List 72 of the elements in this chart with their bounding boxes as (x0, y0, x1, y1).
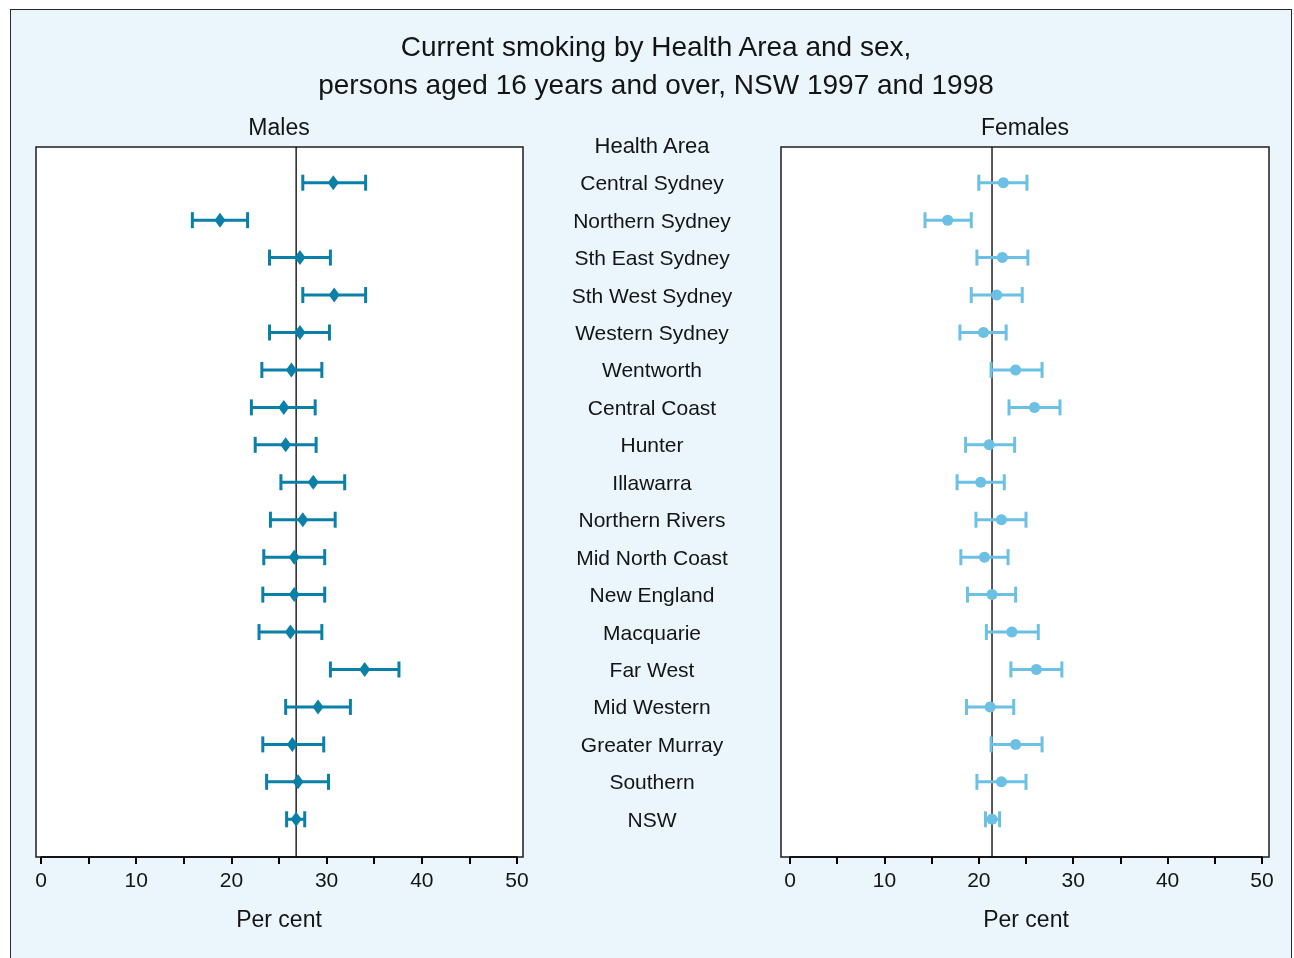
point (1010, 738, 1022, 750)
point (307, 474, 319, 490)
point (1029, 401, 1040, 413)
y-tick-label: Southern (609, 770, 695, 794)
point (359, 662, 371, 677)
point (995, 776, 1007, 788)
y-tick-label: Central Sydney (580, 171, 725, 195)
x-tick-label: 50 (505, 868, 529, 891)
point (997, 177, 1009, 189)
y-tick-label: Macquarie (602, 620, 702, 644)
y-tick-label: Western Sydney (575, 321, 730, 344)
point (991, 289, 1003, 301)
x-tick-label: 10 (872, 868, 897, 891)
y-tick-label: Mid Western (593, 695, 711, 719)
point (294, 250, 306, 266)
x-tick-label: 50 (1250, 868, 1274, 891)
x-tick-label: 30 (314, 868, 339, 891)
point (328, 287, 340, 303)
chart-subtitle: Females (980, 114, 1070, 140)
x-tick-label: 30 (1061, 868, 1085, 891)
y-tick-label: NSW (627, 807, 677, 831)
point (978, 327, 990, 338)
x-axis-title: Per cent (983, 905, 1070, 932)
point (1006, 626, 1018, 638)
point (284, 624, 296, 640)
x-tick-label: 0 (35, 868, 47, 891)
y-tick-label: Central Coast (587, 395, 717, 419)
point (995, 514, 1007, 526)
point (292, 774, 304, 790)
point (280, 437, 292, 453)
y-tick-label: Illawarra (612, 470, 692, 494)
y-tick-label: New England (589, 583, 715, 607)
x-tick-label: 20 (219, 868, 244, 891)
y-tick-label: Sth East Sydney (574, 246, 731, 270)
point (285, 362, 297, 378)
point (986, 589, 998, 601)
point (986, 813, 998, 825)
x-tick-label: 40 (1155, 868, 1180, 891)
point (288, 587, 300, 603)
point (297, 512, 309, 528)
point (975, 476, 987, 488)
point (294, 325, 306, 340)
text: Current smoking by Health Area and sex, persons aged 16 years and over, NSW 1997 and 1998 (317, 30, 995, 102)
x-tick-label: 10 (124, 868, 148, 891)
chart-subtitle: Males (248, 114, 310, 140)
point (942, 214, 954, 226)
point (978, 551, 990, 563)
point (288, 549, 300, 565)
y-tick-label: Northern Rivers (578, 508, 726, 532)
x-tick-label: 20 (967, 868, 991, 891)
y-tick-label: Northern Sydney (573, 208, 732, 232)
point (278, 399, 290, 415)
x-tick-label: 0 (784, 868, 796, 891)
y-axis-title: Health Area (594, 132, 711, 158)
point (984, 701, 996, 713)
y-tick-label: Greater Murray (580, 732, 724, 756)
y-tick-label: Mid North Coast (576, 545, 729, 569)
y-tick-label: Far West (609, 658, 695, 681)
point (286, 736, 298, 752)
point (290, 811, 302, 827)
x-tick-label: 40 (410, 868, 434, 891)
point (1010, 364, 1022, 376)
point (1030, 664, 1042, 675)
point (312, 699, 324, 715)
point (214, 212, 226, 228)
point (983, 439, 995, 451)
point (996, 252, 1008, 264)
y-tick-label: Wentworth (602, 358, 702, 382)
x-axis-title: Per cent (236, 905, 323, 932)
y-tick-label: Hunter (620, 433, 684, 457)
point (327, 175, 339, 191)
y-tick-label: Sth West Sydney (571, 283, 733, 307)
